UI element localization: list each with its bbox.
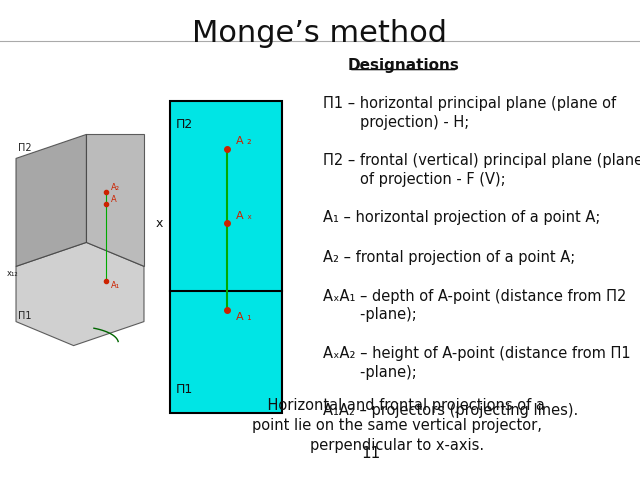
Text: A₁A₂ – projectors (projecting lines).: A₁A₂ – projectors (projecting lines). [323,403,579,418]
Text: x: x [156,216,163,230]
Text: Horizontal and frontal projections of a
point lie on the same vertical projector: Horizontal and frontal projections of a … [249,398,545,453]
Polygon shape [16,134,86,266]
Text: A₁: A₁ [111,281,120,290]
Text: Π1 – horizontal principal plane (plane of
        projection) - H;: Π1 – horizontal principal plane (plane o… [323,96,616,130]
Text: Π1: Π1 [176,383,193,396]
Text: x₁₂: x₁₂ [6,269,18,278]
Text: A₂ – frontal projection of a point A;: A₂ – frontal projection of a point A; [323,250,575,264]
Text: Π2: Π2 [18,143,31,153]
Text: A: A [111,194,116,204]
Text: Designations: Designations [348,58,459,72]
Polygon shape [16,242,144,346]
Text: A₂: A₂ [111,182,120,192]
Text: Π1: Π1 [18,311,31,321]
Text: Monge’s method: Monge’s method [193,19,447,48]
Text: AₓA₂ – height of A-point (distance from Π1
        -plane);: AₓA₂ – height of A-point (distance from … [323,346,631,380]
Text: Π2: Π2 [176,118,193,131]
Text: A ₓ: A ₓ [236,211,252,221]
Text: Π2 – frontal (vertical) principal plane (plane
        of projection - F (V);: Π2 – frontal (vertical) principal plane … [323,153,640,187]
Text: AₓA₁ – depth of A-point (distance from Π2
        -plane);: AₓA₁ – depth of A-point (distance from Π… [323,289,627,323]
Text: A ₁: A ₁ [236,312,251,322]
Text: 11: 11 [362,446,381,461]
Text: A₁ – horizontal projection of a point A;: A₁ – horizontal projection of a point A; [323,210,600,225]
Polygon shape [86,134,144,266]
Bar [170,101,282,413]
Text: A ₂: A ₂ [236,136,251,146]
